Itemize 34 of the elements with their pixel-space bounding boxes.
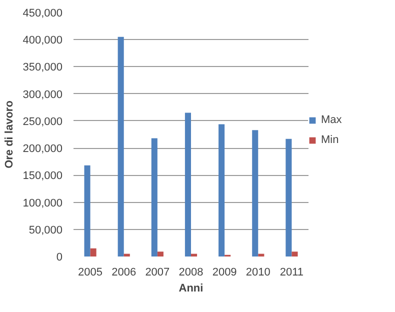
y-tick-label: 150,000 (22, 170, 63, 182)
bar (252, 130, 258, 256)
y-tick-label: 200,000 (22, 143, 63, 156)
y-tick-label: 0 (56, 252, 63, 264)
legend-label: Min (321, 134, 340, 146)
bar (151, 138, 158, 256)
bar (118, 36, 124, 256)
y-tick-label: 400,000 (22, 34, 63, 47)
legend-label: Max (321, 114, 342, 126)
x-tick-label: 2005 (78, 266, 103, 278)
x-tick-label: 2008 (178, 266, 204, 278)
bar (157, 252, 164, 256)
y-tick-label: 100,000 (22, 197, 63, 210)
bar (84, 165, 90, 256)
x-tick-label: 2007 (145, 266, 170, 278)
bar (184, 112, 191, 256)
x-tick-label: 2010 (246, 266, 270, 278)
bar (292, 252, 298, 256)
bar (124, 254, 130, 256)
y-tick-label: 300,000 (22, 88, 63, 101)
x-tick-label: 2009 (212, 266, 237, 278)
x-axis-title: Anni (178, 282, 204, 294)
bar (286, 138, 292, 256)
bar (258, 254, 264, 256)
y-tick-label: 250,000 (22, 116, 63, 128)
y-tick-label: 350,000 (22, 62, 63, 74)
y-tick-label: 450,000 (22, 8, 63, 20)
y-axis-title: Ore di lavoro (4, 100, 16, 168)
bar (90, 248, 96, 256)
x-tick-label: 2006 (112, 266, 136, 278)
bar (191, 254, 198, 256)
y-tick-label: 50,000 (28, 224, 63, 236)
bar (218, 124, 225, 256)
x-tick-label: 2011 (280, 266, 304, 278)
